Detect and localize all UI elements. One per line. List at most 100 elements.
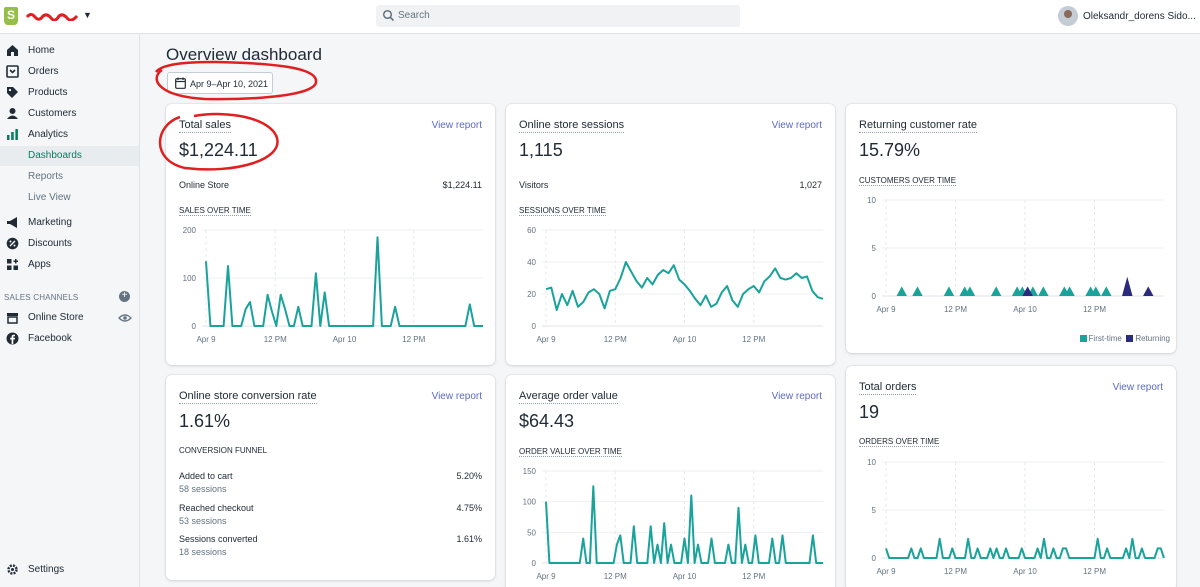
search-input[interactable]: Search xyxy=(376,5,740,27)
y-tick-label: 0 xyxy=(872,554,877,563)
megaphone-icon xyxy=(7,217,17,228)
sidebar-label: Reports xyxy=(28,171,64,182)
y-tick-label: 50 xyxy=(527,528,536,537)
person-icon xyxy=(7,108,18,119)
date-range-button[interactable]: Apr 9–Apr 10, 2021 xyxy=(167,72,273,94)
area-peak-first-time xyxy=(1090,286,1102,296)
sidebar-item-apps[interactable]: Apps xyxy=(0,255,139,275)
row-value: 1,027 xyxy=(799,180,822,190)
card-title[interactable]: Returning customer rate xyxy=(859,119,977,133)
conversion-rate-card: Online store conversion rate View report… xyxy=(166,375,495,580)
sidebar-item-customers[interactable]: Customers xyxy=(0,104,139,124)
series-line xyxy=(205,236,483,327)
legend-swatch-returning xyxy=(1126,335,1134,342)
customers-chart: 10 5 0 Apr 9 12 PM Apr 10 12 PM xyxy=(867,196,1164,314)
metric-value: 1.61% xyxy=(179,411,231,431)
tag-icon xyxy=(7,87,18,98)
view-report-link[interactable]: View report xyxy=(771,391,822,402)
area-peak-first-time xyxy=(1064,286,1075,296)
metric-value: $64.43 xyxy=(519,411,575,431)
gear-icon xyxy=(7,564,18,575)
x-tick-label: 12 PM xyxy=(604,335,627,344)
view-report-link[interactable]: View report xyxy=(431,391,482,402)
metric-value: 15.79% xyxy=(859,140,921,160)
sidebar-item-online-store[interactable]: Online Store xyxy=(0,308,139,328)
order-value-chart: 150 100 50 0 Apr 9 12 PM Apr 10 12 PM xyxy=(523,467,823,581)
y-tick-label: 0 xyxy=(192,322,197,331)
x-tick-label: Apr 10 xyxy=(333,335,357,344)
x-tick-label: Apr 9 xyxy=(536,335,556,344)
sidebar-label: Home xyxy=(28,45,55,56)
sidebar-label: Discounts xyxy=(28,238,72,249)
sidebar-item-live-view[interactable]: Live View xyxy=(0,188,139,208)
area-peak-first-time xyxy=(896,286,907,296)
store-name-redacted[interactable] xyxy=(26,11,78,21)
sidebar-item-orders[interactable]: Orders xyxy=(0,62,139,82)
discount-icon xyxy=(6,237,19,250)
sidebar-item-reports[interactable]: Reports xyxy=(0,167,139,187)
funnel-label: Sessions converted xyxy=(179,534,258,544)
chart-legend: First-time Returning xyxy=(1079,334,1170,343)
sidebar-item-dashboards[interactable]: Dashboards xyxy=(0,146,139,166)
sidebar-item-settings[interactable]: Settings xyxy=(0,560,139,580)
series-line xyxy=(545,485,823,564)
series-line xyxy=(885,537,1165,559)
card-title[interactable]: Total sales xyxy=(179,119,231,133)
card-title[interactable]: Total orders xyxy=(859,381,917,395)
sidebar-item-analytics[interactable]: Analytics xyxy=(0,125,139,145)
x-tick-label: Apr 9 xyxy=(536,572,556,581)
x-tick-label: 12 PM xyxy=(944,305,967,314)
shopify-logo[interactable] xyxy=(4,7,18,25)
legend-label: First-time xyxy=(1088,334,1122,343)
sidebar-label: Products xyxy=(28,87,68,98)
section-title: CUSTOMERS OVER TIME xyxy=(859,176,957,186)
sidebar-item-facebook[interactable]: Facebook xyxy=(0,329,139,349)
area-peak-first-time xyxy=(912,286,923,296)
y-tick-label: 60 xyxy=(527,226,536,235)
x-tick-label: Apr 9 xyxy=(196,335,216,344)
sidebar-label: Live View xyxy=(28,192,71,203)
sidebar-item-discounts[interactable]: Discounts xyxy=(0,234,139,254)
section-title: ORDER VALUE OVER TIME xyxy=(519,447,622,457)
y-tick-label: 5 xyxy=(872,244,877,253)
y-tick-label: 20 xyxy=(527,290,536,299)
funnel-label: Reached checkout xyxy=(179,503,254,513)
view-report-link[interactable]: View report xyxy=(1112,382,1163,393)
apps-icon xyxy=(7,259,18,270)
card-title[interactable]: Online store sessions xyxy=(519,119,625,133)
sidebar-item-home[interactable]: Home xyxy=(0,41,139,61)
sales-chart: 200 100 0 Apr 9 12 PM Apr 10 12 PM xyxy=(183,226,483,344)
card-title[interactable]: Online store conversion rate xyxy=(179,390,317,404)
avatar[interactable] xyxy=(1058,6,1078,26)
sidebar-item-products[interactable]: Products xyxy=(0,83,139,103)
sidebar-label: Marketing xyxy=(28,217,72,228)
y-tick-label: 100 xyxy=(523,498,537,507)
total-orders-card: Total orders View report 19 ORDERS OVER … xyxy=(846,366,1176,587)
funnel-value: 1.61% xyxy=(456,534,482,544)
user-name[interactable]: Oleksandr_dorens Sido... xyxy=(1083,11,1196,22)
section-title: SESSIONS OVER TIME xyxy=(519,206,606,216)
x-tick-label: Apr 9 xyxy=(876,305,896,314)
funnel-label: Added to cart xyxy=(179,471,233,481)
eye-icon[interactable] xyxy=(118,313,132,323)
funnel-sessions: 18 sessions xyxy=(179,547,227,557)
y-tick-label: 150 xyxy=(523,467,537,476)
sidebar-label: Dashboards xyxy=(28,150,82,161)
view-report-link[interactable]: View report xyxy=(771,120,822,131)
card-title[interactable]: Average order value xyxy=(519,390,618,404)
x-tick-label: 12 PM xyxy=(402,335,425,344)
sidebar-item-marketing[interactable]: Marketing xyxy=(0,213,139,233)
search-placeholder: Search xyxy=(398,10,430,21)
average-order-value-card: Average order value View report $64.43 O… xyxy=(506,375,835,587)
x-tick-label: Apr 10 xyxy=(1013,305,1037,314)
y-tick-label: 0 xyxy=(872,292,877,301)
x-tick-label: 12 PM xyxy=(742,335,765,344)
sidebar-label: Apps xyxy=(28,259,51,270)
x-tick-label: 12 PM xyxy=(1083,305,1106,314)
store-dropdown-icon[interactable]: ▼ xyxy=(83,10,92,20)
add-channel-button[interactable]: + xyxy=(119,291,130,302)
orders-icon xyxy=(6,65,19,78)
view-report-link[interactable]: View report xyxy=(431,120,482,131)
area-peak-returning xyxy=(1122,276,1133,296)
orders-chart: 10 5 0 Apr 9 12 PM Apr 10 12 PM xyxy=(867,458,1165,576)
